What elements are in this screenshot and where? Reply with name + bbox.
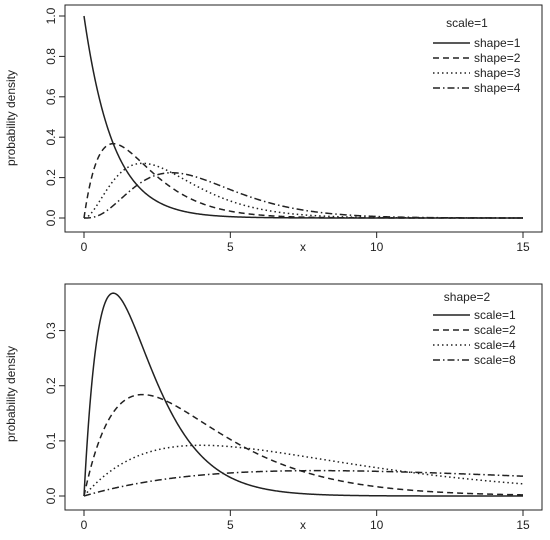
y-tick-label: 0.4 — [44, 129, 58, 146]
x-tick-label: 5 — [227, 240, 234, 254]
y-tick-label: 0.3 — [44, 322, 58, 339]
legend-label: shape=2 — [474, 51, 521, 65]
legend-title: shape=2 — [444, 290, 491, 304]
x-tick-label: 0 — [81, 518, 88, 532]
series-line-shape-1 — [83, 15, 523, 219]
series-line-shape-3 — [83, 162, 523, 219]
series-line-scale-4 — [83, 444, 524, 497]
plot-frame — [64, 4, 543, 233]
y-axis-label: probability density — [4, 346, 18, 442]
legend-label: shape=1 — [474, 36, 521, 50]
y-tick-label: 1.0 — [44, 7, 58, 24]
x-tick-label: 10 — [370, 518, 384, 532]
y-tick-label: 0.0 — [44, 209, 58, 226]
x-tick-label: 0 — [81, 240, 88, 254]
x-tick-label: 10 — [370, 240, 384, 254]
y-tick-label: 0.2 — [44, 169, 58, 186]
y-tick-label: 0.6 — [44, 88, 58, 105]
series-line-shape-4 — [84, 171, 524, 219]
x-tick-label: 15 — [516, 518, 530, 532]
series-line-shape-2 — [83, 142, 523, 219]
series-line-scale-8 — [83, 469, 524, 497]
series-line-scale-2 — [83, 393, 524, 497]
plot-frame — [64, 283, 543, 511]
legend-title: scale=1 — [446, 16, 488, 30]
y-tick-label: 0.0 — [44, 487, 58, 504]
x-axis-label: x — [300, 518, 306, 532]
y-tick-label: 0.1 — [44, 432, 58, 449]
legend-label: scale=1 — [474, 308, 516, 322]
legend-label: scale=2 — [474, 323, 516, 337]
y-tick-label: 0.8 — [44, 48, 58, 65]
panel-bottom: 0 5 10 15 x 0.0 0.1 0.2 0.3 probability density sh… — [4, 283, 543, 532]
x-tick-label: 5 — [227, 518, 234, 532]
legend-label: scale=4 — [474, 338, 516, 352]
y-tick-label: 0.2 — [44, 377, 58, 394]
panel-top: 0 5 10 15 x 0.0 0.2 0.4 0.6 0.8 1.0 probability den… — [4, 4, 543, 254]
x-axis-label: x — [300, 240, 306, 254]
legend-label: shape=3 — [474, 66, 521, 80]
y-axis-label: probability density — [4, 70, 18, 166]
series-line-scale-1 — [83, 292, 523, 497]
x-tick-label: 15 — [516, 240, 530, 254]
legend-label: shape=4 — [474, 81, 521, 95]
legend-label: scale=8 — [474, 353, 516, 367]
